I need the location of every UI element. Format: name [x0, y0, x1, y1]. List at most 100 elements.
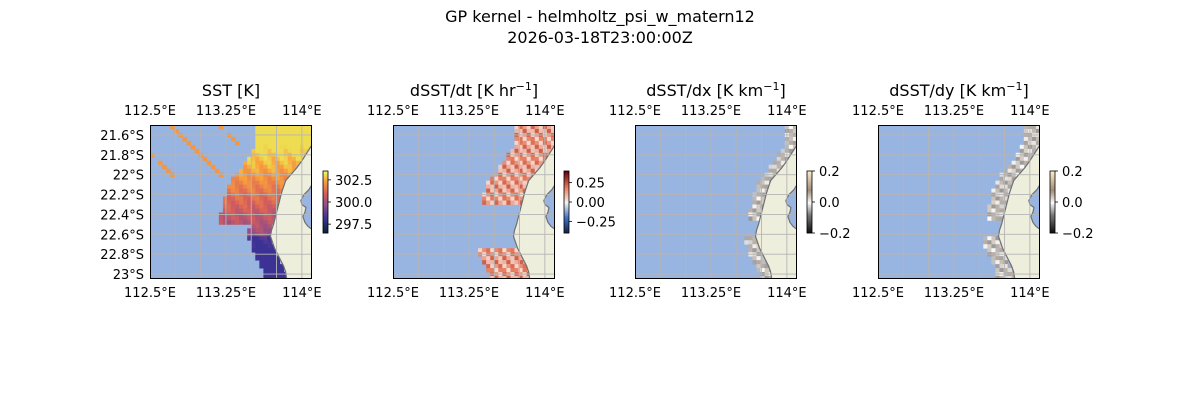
data-cell	[514, 260, 519, 265]
colorbar-segment	[807, 191, 812, 193]
data-cell	[263, 156, 268, 162]
data-cell	[295, 136, 301, 142]
data-cell	[514, 128, 519, 134]
colorbar-segment	[323, 195, 328, 198]
data-cell	[1003, 256, 1008, 261]
data-cell	[1031, 125, 1037, 130]
data-cell	[243, 164, 248, 170]
data-cell	[239, 168, 244, 174]
data-cell	[251, 244, 256, 249]
colorbar-segment	[323, 191, 328, 193]
data-cell	[1023, 160, 1029, 166]
colorbar-segment	[807, 188, 812, 190]
data-cell	[251, 220, 256, 225]
data-cell	[764, 176, 770, 182]
data-cell	[510, 180, 515, 186]
data-cell	[530, 156, 536, 162]
data-cell	[307, 140, 312, 146]
data-cell	[514, 268, 519, 273]
data-cell	[267, 264, 272, 269]
data-cell	[307, 136, 312, 142]
data-cell	[518, 136, 523, 142]
data-cell	[271, 144, 276, 150]
data-cell	[522, 160, 528, 166]
data-cell	[226, 188, 232, 193]
data-cell	[526, 176, 532, 182]
data-cell	[235, 180, 240, 186]
colorbar-segment	[564, 198, 569, 201]
data-cell	[780, 156, 786, 162]
data-cell	[764, 268, 770, 273]
data-cell	[287, 144, 293, 150]
data-cell	[255, 168, 260, 174]
inlet-water	[300, 183, 312, 231]
colorbar-segment	[1050, 175, 1055, 178]
data-cell	[510, 188, 515, 193]
colorbar-segment	[564, 192, 569, 195]
data-cell	[498, 256, 503, 261]
data-cell	[243, 208, 248, 213]
data-cell	[510, 184, 515, 189]
colorbar-segment	[1050, 225, 1055, 228]
data-cell	[995, 256, 1000, 261]
data-cell	[999, 208, 1004, 213]
data-cell	[999, 256, 1004, 261]
data-cell	[498, 264, 503, 269]
data-cell	[490, 180, 495, 186]
data-cell	[214, 168, 220, 174]
data-cell	[243, 188, 248, 193]
data-cell	[534, 128, 540, 134]
data-cell	[780, 148, 786, 154]
data-cell	[748, 248, 753, 253]
data-cell	[275, 136, 280, 142]
colorbar-segment	[807, 198, 812, 201]
colorbar-segment	[323, 222, 328, 224]
data-cell	[231, 180, 236, 186]
data-cell	[231, 188, 236, 193]
panel-title: SST [K]	[202, 81, 260, 100]
data-cell	[259, 244, 264, 249]
data-cell	[226, 184, 232, 189]
data-cell	[772, 160, 778, 166]
data-cell	[271, 208, 276, 213]
colorbar-segment	[323, 177, 328, 180]
colorbar-segment	[564, 228, 569, 231]
data-cell	[776, 160, 782, 166]
data-cell	[510, 276, 515, 279]
data-cell	[502, 188, 507, 193]
data-cell	[514, 148, 519, 154]
colorbar: 0.25 0.00 −0.25	[563, 170, 616, 234]
data-cell	[534, 148, 540, 154]
colorbar-segment	[1050, 186, 1055, 189]
colorbar-segment	[1050, 220, 1055, 223]
data-cell	[550, 125, 555, 130]
data-cell	[255, 240, 260, 245]
data-cell	[502, 180, 507, 186]
data-cell	[295, 140, 301, 146]
data-cell	[506, 176, 511, 182]
colorbar-segment	[564, 229, 569, 232]
data-cell	[506, 256, 511, 261]
colorbar-segment	[807, 195, 812, 198]
data-cell	[510, 168, 515, 174]
data-cell	[259, 208, 264, 213]
colorbar-segment	[323, 211, 328, 214]
data-cell	[259, 256, 264, 261]
data-cell	[275, 268, 280, 273]
data-cell	[514, 180, 519, 186]
panel-sst: SST [K] 112.5°E 113.25°E 114°E 112.5°E 113.…	[100, 81, 372, 301]
data-cell	[275, 144, 280, 150]
data-cell	[780, 160, 786, 166]
data-cell	[275, 156, 280, 162]
colorbar-segment	[1050, 215, 1055, 218]
data-cell	[235, 204, 240, 209]
data-cell	[247, 176, 252, 182]
data-cell	[1019, 144, 1025, 150]
data-cell	[279, 148, 285, 154]
data-cell	[522, 125, 528, 130]
data-cell	[263, 136, 268, 142]
colorbar-segment	[1050, 203, 1055, 206]
data-cell	[295, 125, 301, 130]
data-cell	[291, 164, 297, 170]
data-cell	[546, 136, 552, 142]
